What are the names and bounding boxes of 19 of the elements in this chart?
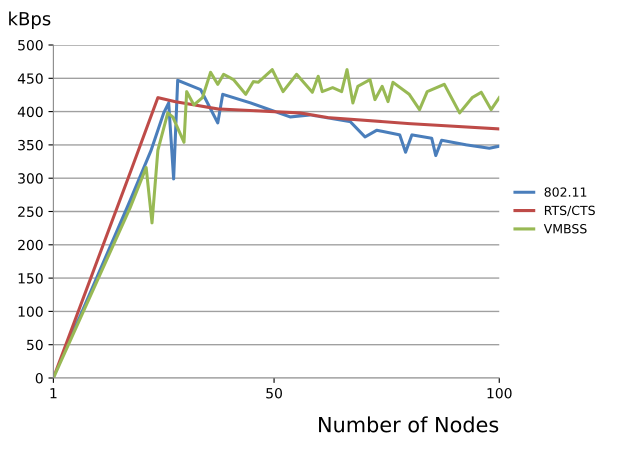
y-tick-label: 250	[18, 206, 43, 217]
y-tick-label: 400	[18, 106, 43, 118]
x-tick-label: 1	[50, 388, 57, 398]
y-tick-label: 350	[18, 140, 43, 150]
legend-label: RTS/CTS	[544, 206, 595, 216]
y-tick-label: 150	[18, 273, 43, 284]
y-tick-label: 200	[18, 240, 43, 250]
y-tick-label: 100	[18, 306, 43, 317]
legend-label: VMBSS	[544, 224, 587, 234]
y-tick-label: 50	[27, 340, 43, 350]
y-tick-label: 300	[18, 173, 43, 184]
y-axis-title: kBps	[9, 12, 50, 29]
x-axis-title: Number of Nodes	[319, 416, 498, 432]
legend-label: 802.11	[544, 187, 586, 197]
y-tick-label: 450	[18, 73, 43, 84]
x-tick-label: 100	[488, 388, 512, 398]
y-tick-label: 500	[18, 40, 43, 50]
x-tick-label: 50	[266, 388, 282, 398]
y-tick-label: 0	[36, 372, 43, 384]
